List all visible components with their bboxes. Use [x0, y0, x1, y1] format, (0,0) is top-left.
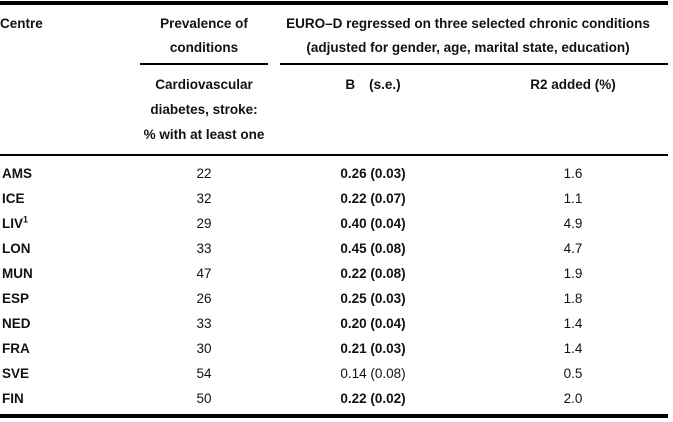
centre-cell: SVE [0, 366, 140, 381]
centre-cell: LIV1 [0, 214, 140, 231]
table-row: SVE 54 0.14 (0.08) 0.5 [0, 361, 668, 386]
centre-label: FRA [2, 341, 30, 356]
centre-cell: AMS [0, 166, 140, 181]
prevalence-cell: 47 [196, 266, 212, 281]
r2-added-cell: 4.9 [563, 216, 583, 231]
eurod-spanner-rule [280, 63, 668, 65]
bottom-rule [0, 414, 668, 418]
centre-label: ICE [2, 191, 25, 206]
centre-label: LIV [2, 216, 24, 231]
table-body: AMS 22 0.26 (0.03) 1.6 ICE 32 0.22 (0.07… [0, 156, 668, 411]
centre-cell: ICE [0, 191, 140, 206]
centre-label: SVE [2, 366, 30, 381]
centre-label: MUN [2, 266, 33, 281]
prevalence-column-header: Prevalence of conditions [140, 12, 268, 60]
b-se-cell: 0.20 (0.04) [340, 316, 406, 331]
b-se-cell: 0.40 (0.04) [340, 216, 406, 231]
prevalence-header-line-1: Prevalence of [160, 16, 248, 31]
r2-added-cell: 1.4 [563, 341, 583, 356]
r2-added-cell: 1.6 [563, 166, 583, 181]
prevalence-subheader-line-3: % with at least one [143, 127, 265, 142]
prevalence-subheader-line-1: Cardiovascular [155, 77, 253, 92]
table-row: LIV1 29 0.40 (0.04) 4.9 [0, 211, 668, 236]
b-se-cell: 0.25 (0.03) [340, 291, 406, 306]
r2-added-cell: 4.7 [563, 241, 583, 256]
centre-cell: NED [0, 316, 140, 331]
prevalence-subheader: Cardiovascular diabetes, stroke: % with … [140, 72, 268, 147]
r2-added-cell: 1.9 [563, 266, 583, 281]
prevalence-cell: 30 [196, 341, 212, 356]
eurod-column-header: EURO–D regressed on three selected chron… [268, 12, 668, 60]
r2-subheader: R2 added (%) [530, 77, 616, 92]
table-header-row-2: Cardiovascular diabetes, stroke: % with … [0, 65, 668, 147]
prevalence-subheader-line-2: diabetes, stroke: [150, 102, 258, 117]
table-row: MUN 47 0.22 (0.08) 1.9 [0, 261, 668, 286]
b-se-cell: 0.21 (0.03) [340, 341, 406, 356]
b-se-cell: 0.22 (0.08) [340, 266, 406, 281]
r2-added-cell: 1.1 [563, 191, 583, 206]
b-se-cell: 0.22 (0.07) [340, 191, 406, 206]
prevalence-cell: 54 [196, 366, 212, 381]
centre-label: AMS [2, 166, 32, 181]
table-row: FRA 30 0.21 (0.03) 1.4 [0, 336, 668, 361]
r2-added-cell: 1.4 [563, 316, 583, 331]
centre-cell: MUN [0, 266, 140, 281]
spacer [268, 63, 280, 65]
prevalence-cell: 26 [196, 291, 212, 306]
b-se-cell: 0.14 (0.08) [340, 366, 406, 381]
header-spanner-rules [0, 63, 668, 65]
top-rule [0, 1, 668, 5]
se-label: (s.e.) [369, 77, 401, 92]
b-se-cell: 0.22 (0.02) [340, 391, 406, 406]
table-header-row-1: Centre Prevalence of conditions EURO–D r… [0, 5, 668, 60]
prevalence-cell: 50 [196, 391, 212, 406]
spacer [0, 72, 140, 147]
b-se-cell: 0.26 (0.03) [340, 166, 406, 181]
centre-label: FIN [2, 391, 24, 406]
prevalence-spanner-rule [140, 63, 268, 65]
centre-label: NED [2, 316, 31, 331]
centre-cell: FRA [0, 341, 140, 356]
r2-added-cell: 0.5 [563, 366, 583, 381]
header-body-separator-rule [0, 154, 668, 156]
prevalence-cell: 22 [196, 166, 212, 181]
r2-added-cell: 1.8 [563, 291, 583, 306]
centre-cell: ESP [0, 291, 140, 306]
centre-cell: LON [0, 241, 140, 256]
centre-label: ESP [2, 291, 30, 306]
prevalence-cell: 29 [196, 216, 212, 231]
table-row: ESP 26 0.25 (0.03) 1.8 [0, 286, 668, 311]
centre-label: LON [2, 241, 31, 256]
centre-column-header: Centre [0, 16, 43, 31]
b-se-subheader: B (s.e.) [268, 72, 478, 147]
table-row: FIN 50 0.22 (0.02) 2.0 [0, 386, 668, 411]
centre-cell: FIN [0, 391, 140, 406]
eurod-header-line-2: (adjusted for gender, age, marital state… [306, 40, 630, 55]
spacer [0, 63, 140, 65]
prevalence-cell: 33 [196, 241, 212, 256]
table-row: LON 33 0.45 (0.08) 4.7 [0, 236, 668, 261]
r2-added-cell: 2.0 [563, 391, 583, 406]
table-row: AMS 22 0.26 (0.03) 1.6 [0, 161, 668, 186]
table-row: NED 33 0.20 (0.04) 1.4 [0, 311, 668, 336]
prevalence-cell: 32 [196, 191, 212, 206]
centre-footnote-marker: 1 [23, 214, 29, 225]
eurod-header-line-1: EURO–D regressed on three selected chron… [286, 16, 650, 31]
prevalence-header-line-2: conditions [169, 40, 239, 55]
prevalence-cell: 33 [196, 316, 212, 331]
b-se-cell: 0.45 (0.08) [340, 241, 406, 256]
b-label: B [345, 77, 356, 92]
table-row: ICE 32 0.22 (0.07) 1.1 [0, 186, 668, 211]
